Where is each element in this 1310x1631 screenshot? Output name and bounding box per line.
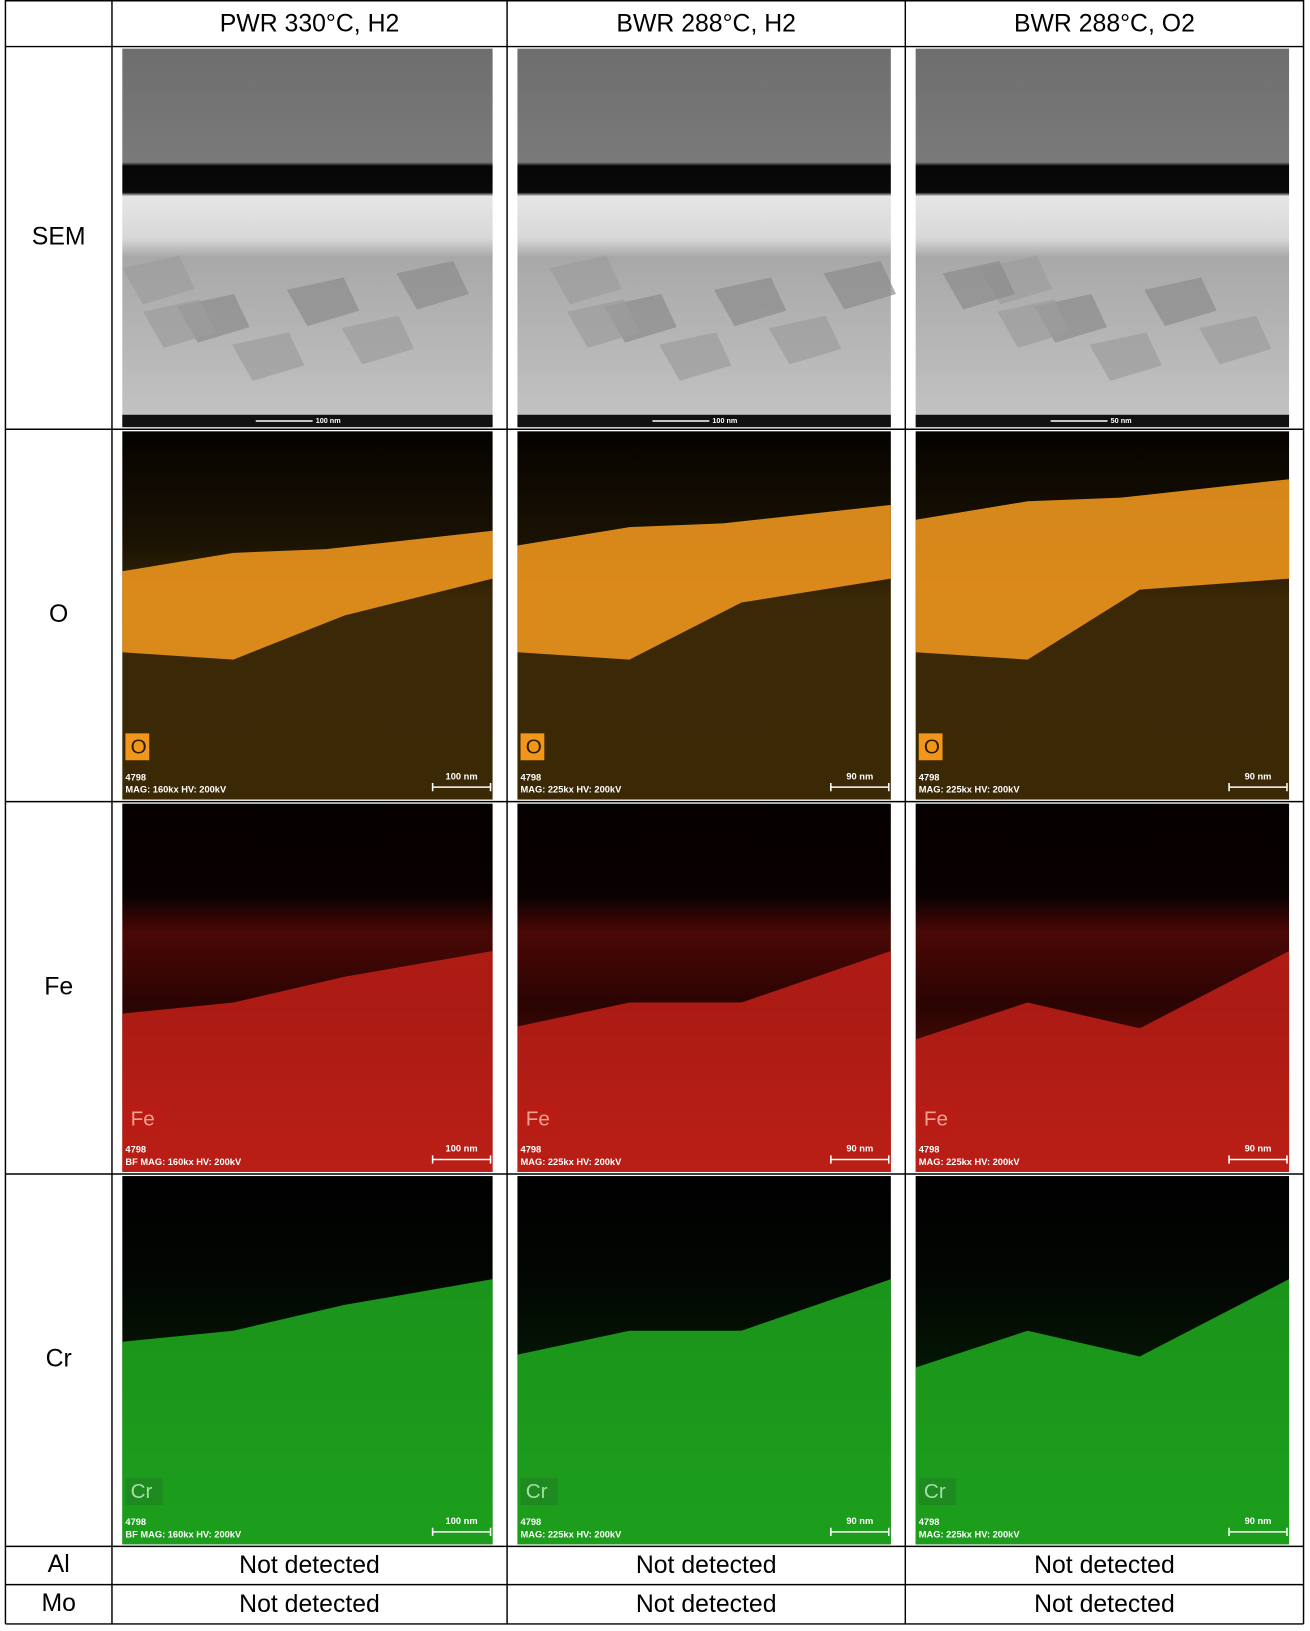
acquisition-info: MAG: 225kx HV: 200kV bbox=[521, 1529, 623, 1539]
acquisition-info: MAG: 225kx HV: 200kV bbox=[919, 785, 1021, 795]
sem-image bbox=[916, 49, 1289, 428]
specimen-id: 4798 bbox=[919, 1145, 940, 1155]
acquisition-info: MAG: 225kx HV: 200kV bbox=[919, 1157, 1021, 1167]
scale-label: 100 nm bbox=[446, 1144, 478, 1154]
acquisition-info: BF MAG: 160kx HV: 200kV bbox=[125, 1529, 242, 1539]
specimen-id: 4798 bbox=[521, 772, 542, 782]
row-label: SEM bbox=[32, 223, 86, 250]
scale-label: 90 nm bbox=[846, 1516, 873, 1526]
scale-label: 90 nm bbox=[1245, 771, 1272, 781]
specimen-id: 4798 bbox=[125, 1145, 146, 1155]
element-label: Fe bbox=[131, 1108, 155, 1131]
column-header: PWR 330°C, H2 bbox=[220, 10, 400, 37]
element-label: O bbox=[131, 735, 147, 758]
acquisition-info: BF MAG: 160kx HV: 200kV bbox=[125, 1157, 242, 1167]
element-label: Cr bbox=[131, 1480, 153, 1503]
scale-label: 90 nm bbox=[846, 771, 873, 781]
column-header: BWR 288°C, O2 bbox=[1014, 10, 1195, 37]
acquisition-info: MAG: 225kx HV: 200kV bbox=[521, 1157, 623, 1167]
scale-label: 90 nm bbox=[846, 1144, 873, 1154]
row-label: Mo bbox=[41, 1590, 75, 1617]
specimen-id: 4798 bbox=[125, 1517, 146, 1527]
column-header: BWR 288°C, H2 bbox=[616, 10, 796, 37]
acquisition-info: MAG: 225kx HV: 200kV bbox=[919, 1529, 1021, 1539]
scale-label: 100 nm bbox=[446, 771, 478, 781]
row-label: Fe bbox=[44, 973, 73, 1000]
row-label: Al bbox=[48, 1551, 70, 1578]
scale-label: 90 nm bbox=[1245, 1516, 1272, 1526]
element-label: Fe bbox=[526, 1108, 550, 1131]
scale-label: 100 nm bbox=[446, 1516, 478, 1526]
sem-image bbox=[122, 49, 492, 428]
acquisition-info: MAG: 225kx HV: 200kV bbox=[521, 785, 623, 795]
element-label: Cr bbox=[924, 1480, 946, 1503]
acquisition-info: MAG: 160kx HV: 200kV bbox=[125, 785, 227, 795]
row-label: O bbox=[49, 601, 68, 628]
specimen-id: 4798 bbox=[521, 1517, 542, 1527]
cell-text: Not detected bbox=[1034, 1591, 1175, 1618]
element-label: O bbox=[924, 735, 940, 758]
row-label: Cr bbox=[46, 1346, 72, 1373]
cell-text: Not detected bbox=[1034, 1552, 1175, 1579]
element-label: Cr bbox=[526, 1480, 548, 1503]
cell-text: Not detected bbox=[239, 1591, 380, 1618]
element-label: O bbox=[526, 735, 542, 758]
specimen-id: 4798 bbox=[125, 772, 146, 782]
scale-label: 50 nm bbox=[1111, 416, 1132, 425]
specimen-id: 4798 bbox=[521, 1145, 542, 1155]
element-label: Fe bbox=[924, 1108, 948, 1131]
specimen-id: 4798 bbox=[919, 1517, 940, 1527]
cell-text: Not detected bbox=[636, 1591, 777, 1618]
cell-text: Not detected bbox=[636, 1552, 777, 1579]
scale-label: 100 nm bbox=[712, 416, 737, 425]
scale-label: 90 nm bbox=[1245, 1144, 1272, 1154]
figure-table: PWR 330°C, H2 BWR 288°C, H2 BWR 288°C, O2 S… bbox=[0, 0, 1310, 1626]
scale-label: 100 nm bbox=[316, 416, 341, 425]
specimen-id: 4798 bbox=[919, 772, 940, 782]
cell-text: Not detected bbox=[239, 1552, 380, 1579]
